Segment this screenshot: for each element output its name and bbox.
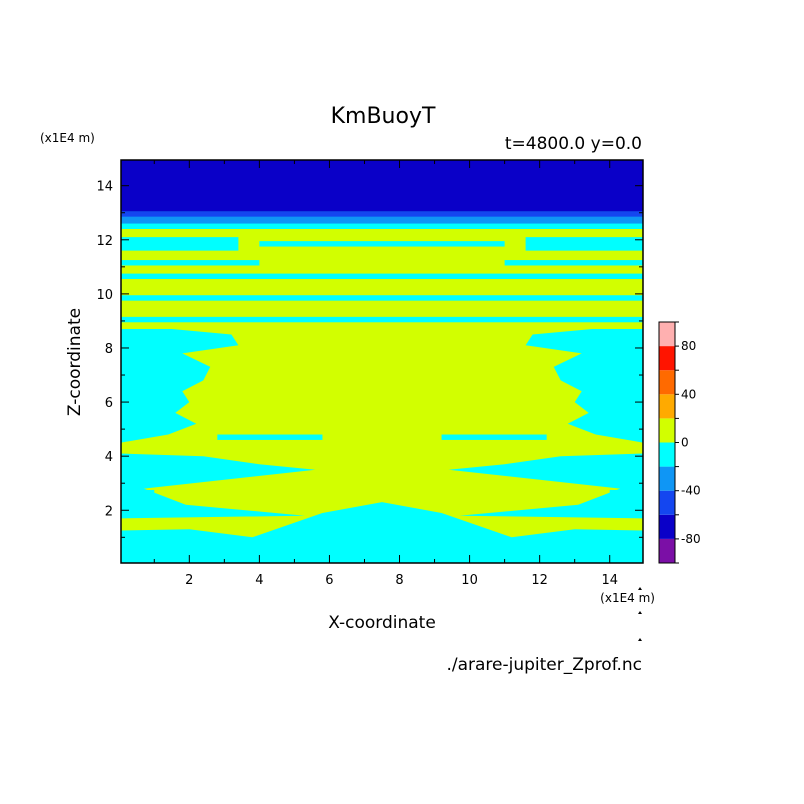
colorbar-segment: [659, 418, 675, 443]
negative-stripe-9: [588, 391, 643, 397]
colorbar-label: -40: [681, 484, 701, 498]
negative-stripe-3: [121, 273, 643, 280]
colorbar: 80 40 0 -40 -80: [658, 321, 701, 564]
y-tick-label: 10: [96, 288, 113, 303]
negative-stripe-10: [121, 412, 162, 419]
y-tick-label: 14: [96, 180, 113, 195]
negative-stripe-1: [504, 260, 643, 266]
y-tick-label: 6: [105, 396, 113, 411]
colorbar-segment: [659, 466, 675, 491]
chart-title: KmBuoyT: [331, 104, 436, 129]
field-band-1: [121, 223, 643, 229]
y-tick-label: 8: [105, 342, 113, 357]
colorbar-segment: [659, 538, 675, 563]
y-tick-label: 2: [105, 504, 113, 519]
y-tick-label: 4: [105, 450, 113, 465]
negative-stripe-7: [581, 369, 643, 376]
x-tick-label: 2: [185, 573, 193, 588]
colorbar-label: 80: [681, 339, 696, 353]
positive-region: [121, 229, 643, 538]
negative-stripe-11: [602, 412, 643, 419]
x-tick-label: 8: [395, 573, 403, 588]
y-axis-label: Z-coordinate: [65, 308, 85, 416]
negative-stripe-4: [121, 295, 643, 301]
x-tick-label: 4: [255, 573, 263, 588]
x-tick-label: 14: [601, 573, 618, 588]
negative-stripe-13: [441, 434, 547, 440]
negative-stripe-0: [121, 260, 260, 266]
x-tick-label: 12: [531, 573, 548, 588]
negative-stripe-6: [121, 369, 183, 376]
negative-stripe-12: [217, 434, 323, 440]
source-file: ./arare-jupiter_Zprof.nc: [446, 655, 642, 675]
colorbar-label: -80: [681, 532, 701, 546]
negative-stripe-14: [121, 461, 197, 467]
colorbar-segment: [659, 490, 675, 515]
negative-stripe-5: [121, 316, 643, 323]
field-band-3: [121, 211, 643, 217]
colorbar-segment: [659, 370, 675, 395]
x-axis-label: X-coordinate: [328, 613, 436, 633]
negative-stripe-8: [121, 391, 176, 397]
colorbar-segment: [659, 394, 675, 419]
x-axis-unit: (x1E4 m): [600, 591, 655, 605]
field-band-0: [121, 558, 643, 563]
y-axis: 2 4 6 8 10 12 14: [96, 180, 643, 538]
plot-frame: [120, 159, 644, 564]
y-axis-unit: (x1E4 m): [40, 131, 95, 145]
colorbar-segment: [659, 514, 675, 539]
colorbar-label: 0: [681, 436, 689, 450]
field-band-4: [121, 160, 643, 212]
colorbar-segment: [659, 346, 675, 371]
chart-subtitle: t=4800.0 y=0.0: [505, 134, 642, 154]
y-tick-label: 12: [96, 234, 113, 249]
x-tick-label: 6: [325, 573, 333, 588]
negative-stripe-15: [567, 461, 643, 467]
colorbar-segment: [659, 442, 675, 467]
field-band-2: [121, 216, 643, 224]
x-axis: 2 4 6 8 10 12 14: [153, 160, 618, 588]
axis-extension-marks: [638, 587, 642, 641]
contour-field: [121, 160, 643, 563]
colorbar-segment: [659, 322, 675, 347]
colorbar-label: 40: [681, 387, 696, 401]
negative-stripe-16: [121, 489, 155, 496]
x-tick-label: 10: [461, 573, 478, 588]
negative-stripe-17: [609, 489, 643, 496]
negative-stripe-2: [259, 241, 505, 247]
